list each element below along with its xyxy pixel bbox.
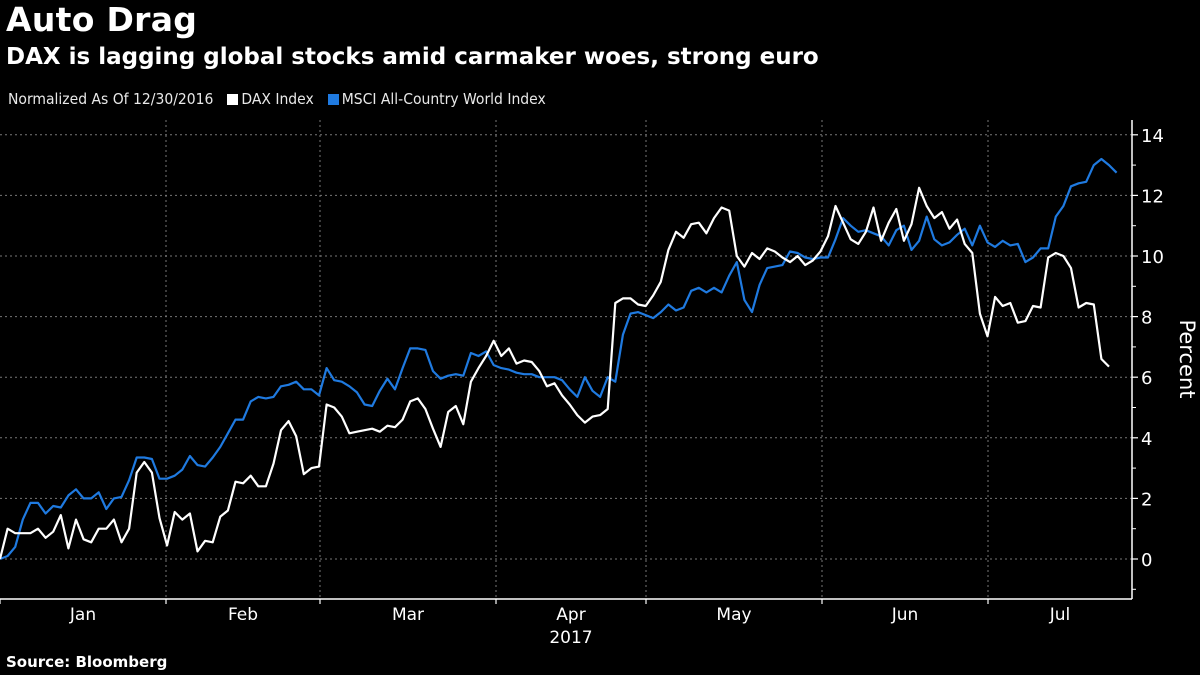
- y-tick-label: 8: [1141, 308, 1152, 329]
- y-tick-label: 4: [1141, 429, 1152, 450]
- x-tick-label: Mar: [392, 605, 424, 625]
- y-axis-title: Percent: [1175, 319, 1199, 398]
- y-tick-label: 10: [1141, 247, 1164, 268]
- legend-label-msci: MSCI All-Country World Index: [341, 90, 546, 108]
- y-tick-label: 0: [1141, 550, 1152, 571]
- y-tick-label: 6: [1141, 368, 1152, 389]
- series-line-msci: [0, 157, 1118, 561]
- legend-label-dax: DAX Index: [241, 90, 314, 108]
- x-tick-label: Apr: [556, 605, 585, 625]
- series-group: [0, 157, 1118, 561]
- y-tick-label: 2: [1141, 489, 1152, 510]
- y-tick-label: 12: [1141, 186, 1164, 207]
- legend-swatch-dax: [227, 93, 239, 105]
- x-tick-label: May: [716, 605, 751, 625]
- chart-title: Auto Drag: [6, 0, 198, 39]
- chart-subtitle: DAX is lagging global stocks amid carmak…: [6, 44, 819, 70]
- series-line-dax: [0, 186, 1110, 560]
- gridlines: [0, 120, 1132, 599]
- legend-item-dax: DAX Index: [227, 90, 314, 108]
- legend-note: Normalized As Of 12/30/2016: [8, 90, 214, 108]
- legend-swatch-msci: [327, 93, 339, 105]
- y-tick-label: 14: [1141, 126, 1164, 147]
- x-tick-label: Jul: [1049, 605, 1071, 625]
- x-tick-label: Jun: [891, 605, 919, 625]
- source-note: Source: Bloomberg: [6, 653, 168, 671]
- legend-item-msci: MSCI All-Country World Index: [327, 90, 546, 108]
- x-year-label: 2017: [549, 628, 592, 648]
- axes: [0, 120, 1138, 604]
- legend: Normalized As Of 12/30/2016 DAX Index MS…: [8, 90, 546, 108]
- x-tick-label: Feb: [228, 605, 258, 625]
- x-tick-label: Jan: [69, 605, 96, 625]
- axis-labels: 0 2 4 6 8 10 12 14 Jan Feb Mar Apr May Jun Jul 2017 Perc…: [69, 126, 1199, 648]
